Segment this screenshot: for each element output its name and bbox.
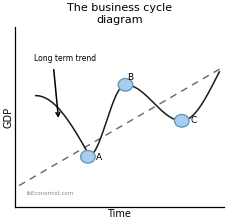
Text: ibEconomist.com: ibEconomist.com: [26, 191, 74, 196]
Text: A: A: [96, 153, 102, 162]
Circle shape: [175, 115, 189, 127]
Text: B: B: [128, 73, 134, 82]
Text: C: C: [190, 116, 197, 125]
X-axis label: Time: Time: [107, 208, 131, 218]
Circle shape: [81, 151, 95, 163]
Y-axis label: GDP: GDP: [3, 107, 13, 128]
Text: Long term trend: Long term trend: [34, 54, 96, 63]
Circle shape: [118, 79, 133, 91]
Title: The business cycle
diagram: The business cycle diagram: [67, 4, 172, 25]
